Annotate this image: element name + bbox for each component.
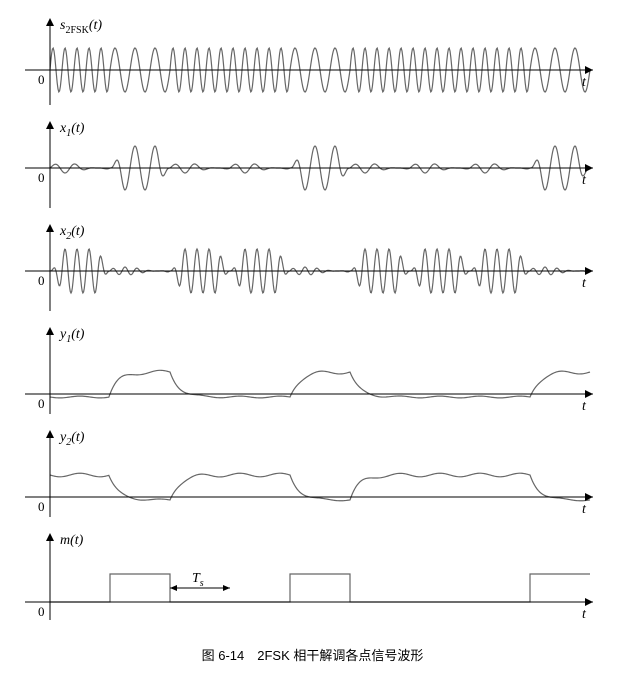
svg-text:0: 0 bbox=[38, 396, 45, 411]
svg-text:0: 0 bbox=[38, 499, 45, 514]
svg-text:0: 0 bbox=[38, 604, 45, 619]
panel-m: 0 t m(t) Ts bbox=[15, 530, 610, 625]
panel-y1: 0 t y1(t) bbox=[15, 324, 610, 419]
svg-text:t: t bbox=[582, 502, 587, 517]
figure-container: 0 t s2FSK(t) 0 t x1(t) 0 t x2(t) 0 t y1(t) 0 t y2(t) 0 t… bbox=[15, 15, 610, 664]
svg-text:0: 0 bbox=[38, 72, 45, 87]
panel-s2fsk: 0 t s2FSK(t) bbox=[15, 15, 610, 110]
svg-text:y1(t): y1(t) bbox=[58, 327, 85, 345]
panel-x2: 0 t x2(t) bbox=[15, 221, 610, 316]
svg-text:s2FSK(t): s2FSK(t) bbox=[60, 18, 102, 36]
svg-text:Ts: Ts bbox=[192, 571, 204, 589]
svg-text:0: 0 bbox=[38, 170, 45, 185]
svg-text:t: t bbox=[582, 607, 587, 622]
svg-text:x2(t): x2(t) bbox=[59, 224, 85, 242]
svg-text:t: t bbox=[582, 75, 587, 90]
svg-text:t: t bbox=[582, 399, 587, 414]
svg-text:t: t bbox=[582, 173, 587, 188]
panel-x1: 0 t x1(t) bbox=[15, 118, 610, 213]
svg-text:m(t): m(t) bbox=[60, 533, 84, 548]
svg-text:x1(t): x1(t) bbox=[59, 121, 85, 139]
panel-y2: 0 t y2(t) bbox=[15, 427, 610, 522]
svg-text:y2(t): y2(t) bbox=[58, 430, 85, 448]
svg-text:0: 0 bbox=[38, 273, 45, 288]
figure-caption: 图 6-14 2FSK 相干解调各点信号波形 bbox=[15, 645, 610, 664]
svg-text:t: t bbox=[582, 276, 587, 291]
